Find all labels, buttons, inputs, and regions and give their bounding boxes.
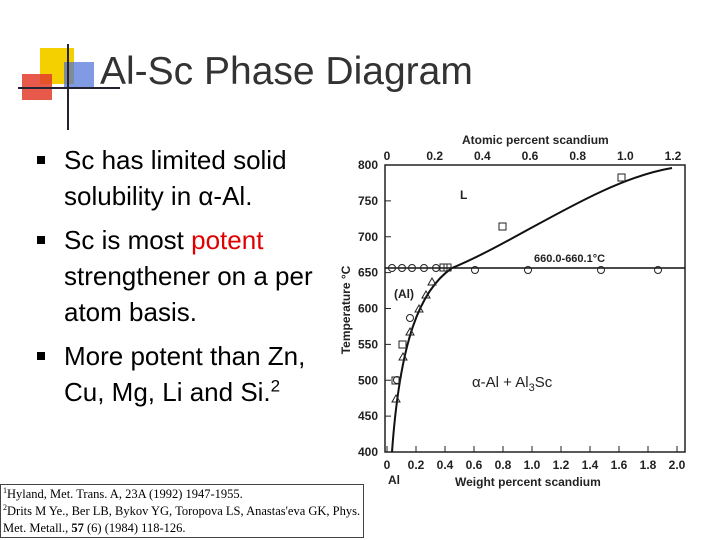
y-tick-label: 400 <box>358 445 378 459</box>
bottom-tick-label: 0.2 <box>408 458 425 472</box>
y-tick-label: 750 <box>358 194 378 208</box>
axis-title: Atomic percent scandium <box>462 133 609 147</box>
bottom-tick-label: 1.2 <box>553 458 570 472</box>
bullet-text: Sc is most <box>64 225 192 255</box>
element-label: Al <box>388 473 400 487</box>
axis-title: Weight percent scandium <box>455 475 601 489</box>
ref-text: (6) (1984) 118-126. <box>83 521 186 535</box>
phase-text: Sc <box>535 374 553 391</box>
plot-frame <box>384 164 686 453</box>
bullet-text: Sc has limited solid solubility in α-Al. <box>64 145 287 211</box>
bullet: More potent than Zn, Cu, Mg, Li and Si.2 <box>37 338 326 410</box>
top-tick-label: 1.0 <box>617 149 634 163</box>
bottom-tick-label: 0.6 <box>466 458 483 472</box>
bottom-tick-label: 1.0 <box>524 458 541 472</box>
region-label: L <box>460 188 467 202</box>
superscript: 2 <box>270 376 281 396</box>
bullet: Sc has limited solid solubility in α-Al. <box>37 142 326 214</box>
bottom-tick-label: 1.4 <box>582 458 599 472</box>
markers <box>388 173 662 403</box>
y-tick-label: 650 <box>358 266 378 280</box>
ref-marker: 1 <box>3 485 7 495</box>
bullet: Sc is most potent strengthener on a per … <box>37 222 326 330</box>
ref-bold: 57 <box>71 521 84 535</box>
ref-text: Hyland, Met. Trans. A, 23A (1992) 1947-1… <box>7 487 243 501</box>
y-tick-label: 700 <box>358 230 378 244</box>
eutectic-label: 660.0-660.1°C <box>534 253 605 265</box>
bullet-text: strengthener on a per atom basis. <box>64 261 313 327</box>
ref-text: Drits M Ye., Ber LB, Bykov YG, Toropova … <box>3 504 361 535</box>
y-tick-label: 550 <box>358 337 378 351</box>
bottom-tick-label: 2.0 <box>669 458 686 472</box>
top-tick-label: 0 <box>384 149 391 163</box>
region-label: (Al) <box>394 287 414 301</box>
slide-title: Al-Sc Phase Diagram <box>100 50 473 93</box>
phase-label: α-Al + Al3Sc <box>472 374 553 394</box>
phase-text: α-Al + Al <box>472 374 529 391</box>
reference: 2Drits M Ye., Ber LB, Bykov YG, Toropova… <box>3 503 361 537</box>
top-tick-label: 1.2 <box>665 149 682 163</box>
y-tick-label: 600 <box>358 302 378 316</box>
phase-subscript: 3 <box>529 382 535 394</box>
top-tick-label: 0.2 <box>426 149 443 163</box>
y-tick-label: 450 <box>358 409 378 423</box>
ref-marker: 2 <box>3 502 7 512</box>
y-tick-label: 800 <box>358 158 378 172</box>
bottom-tick-label: 0.4 <box>437 458 454 472</box>
axis-title: Temperature °C <box>339 265 353 354</box>
top-tick-label: 0.4 <box>474 149 491 163</box>
bottom-tick-label: 0.8 <box>495 458 512 472</box>
bullet-text: More potent than Zn, Cu, Mg, Li and Si. <box>64 341 306 407</box>
references: 1Hyland, Met. Trans. A, 23A (1992) 1947-… <box>0 484 364 538</box>
y-tick-label: 500 <box>358 373 378 387</box>
liquidus <box>451 167 673 269</box>
bottom-tick-label: 1.6 <box>611 458 628 472</box>
solvus <box>391 267 453 453</box>
highlight-text: potent <box>191 225 264 255</box>
top-tick-label: 0.8 <box>569 149 586 163</box>
bottom-tick-label: 0 <box>384 458 391 472</box>
bottom-tick-label: 1.8 <box>640 458 657 472</box>
top-tick-label: 0.6 <box>522 149 539 163</box>
reference: 1Hyland, Met. Trans. A, 23A (1992) 1947-… <box>3 486 361 503</box>
